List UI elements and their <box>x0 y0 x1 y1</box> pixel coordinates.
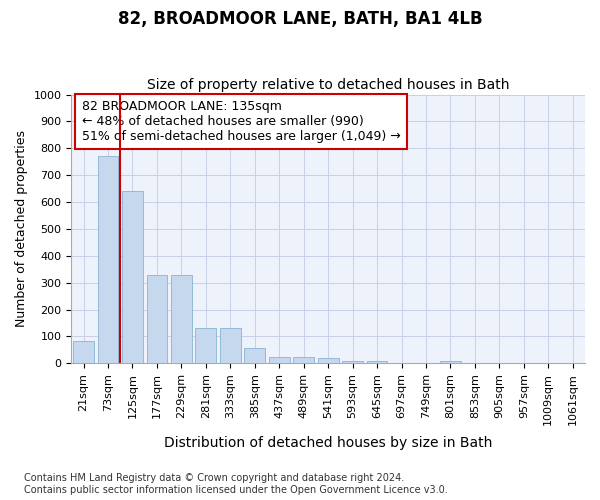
Bar <box>244 348 265 364</box>
Bar <box>342 360 363 364</box>
Bar <box>122 192 143 364</box>
Bar <box>367 360 388 364</box>
Bar <box>73 341 94 363</box>
X-axis label: Distribution of detached houses by size in Bath: Distribution of detached houses by size … <box>164 436 493 450</box>
Bar <box>293 358 314 364</box>
Bar <box>220 328 241 364</box>
Bar <box>318 358 338 364</box>
Text: Contains HM Land Registry data © Crown copyright and database right 2024.
Contai: Contains HM Land Registry data © Crown c… <box>24 474 448 495</box>
Bar <box>146 274 167 364</box>
Bar <box>269 358 290 364</box>
Bar <box>196 328 216 364</box>
Text: 82, BROADMOOR LANE, BATH, BA1 4LB: 82, BROADMOOR LANE, BATH, BA1 4LB <box>118 10 482 28</box>
Text: 82 BROADMOOR LANE: 135sqm
← 48% of detached houses are smaller (990)
51% of semi: 82 BROADMOOR LANE: 135sqm ← 48% of detac… <box>82 100 400 143</box>
Bar <box>98 156 118 364</box>
Bar <box>440 360 461 364</box>
Title: Size of property relative to detached houses in Bath: Size of property relative to detached ho… <box>147 78 509 92</box>
Bar <box>171 274 192 364</box>
Y-axis label: Number of detached properties: Number of detached properties <box>15 130 28 328</box>
